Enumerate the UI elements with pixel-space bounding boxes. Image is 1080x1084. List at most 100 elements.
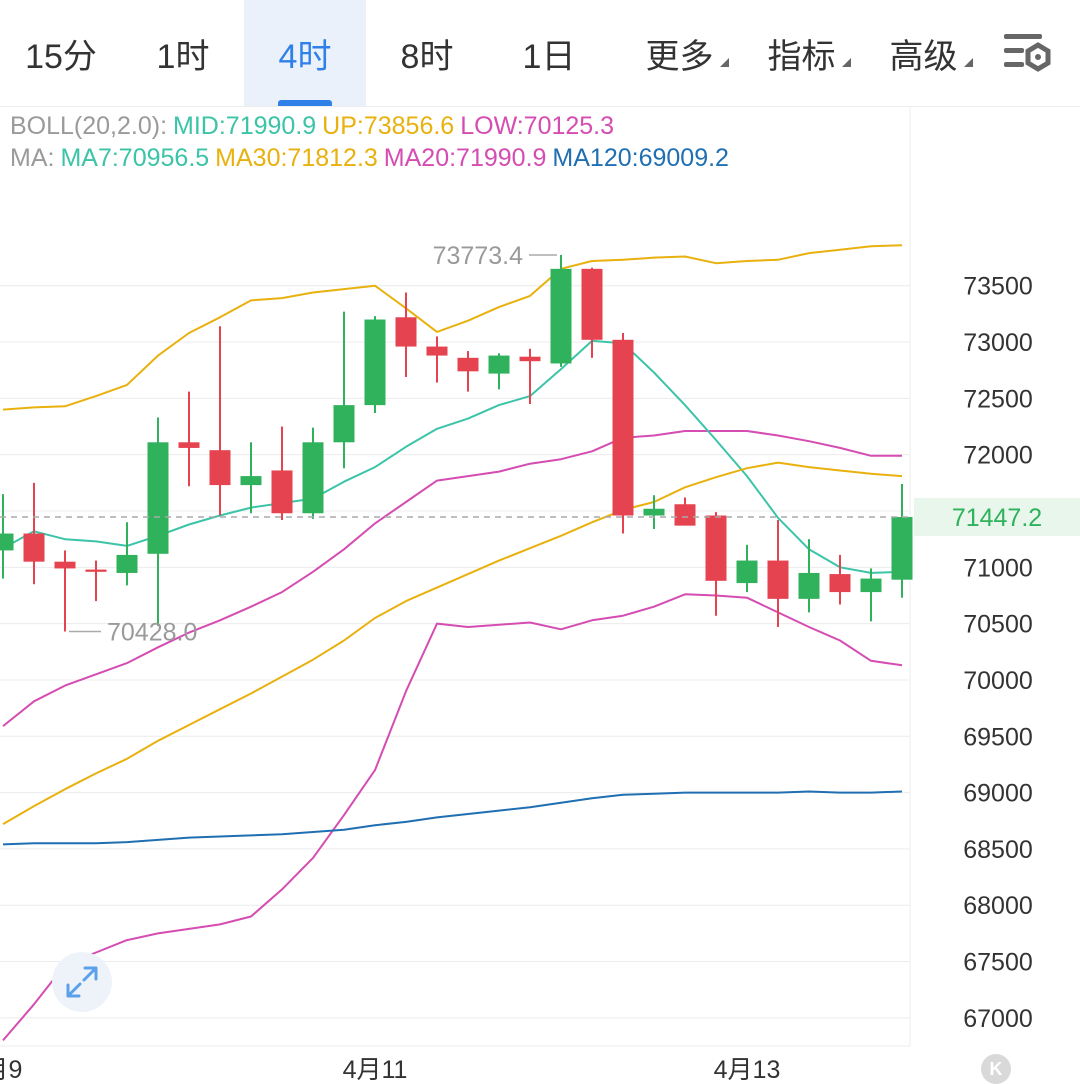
candle-up xyxy=(240,442,262,514)
x-tick-label: 月9 xyxy=(0,1056,22,1084)
candle-up xyxy=(798,539,820,613)
candle-body xyxy=(271,470,293,514)
candle-down xyxy=(85,560,107,602)
boll-low-value: LOW:70125.3 xyxy=(460,112,615,140)
candle-down xyxy=(23,482,45,585)
x-tick-label: 4月13 xyxy=(714,1056,781,1084)
y-tick-label: 68500 xyxy=(963,836,1033,864)
interval-tab-bar: 15分 1时 4时 8时 1日 更多 指标 高级 xyxy=(0,0,1080,107)
candle-body xyxy=(426,346,448,356)
candle-up xyxy=(333,311,355,469)
tab-advanced-dropdown[interactable]: 高级 xyxy=(870,0,992,106)
candle-body xyxy=(519,356,541,362)
candle-body xyxy=(612,339,634,516)
candle-body xyxy=(767,560,789,599)
candle-body xyxy=(488,355,510,374)
min-price-label: 70428.0 xyxy=(107,619,197,647)
boll-prefix: BOLL(20,2.0): xyxy=(10,112,168,140)
current-price-tag xyxy=(914,497,1080,536)
tab-label: 15分 xyxy=(25,37,97,76)
candle-down xyxy=(612,333,634,534)
boll-mid-value: MID:71990.9 xyxy=(173,112,317,140)
candle-down xyxy=(581,267,603,358)
tab-8h[interactable]: 8时 xyxy=(366,0,488,106)
candle-body xyxy=(643,508,665,516)
candle-down xyxy=(426,336,448,383)
candle-body xyxy=(550,268,572,364)
y-tick-label: 72000 xyxy=(963,442,1033,470)
candle-body xyxy=(302,442,324,514)
candle-body xyxy=(0,533,14,551)
tab-more-dropdown[interactable]: 更多 xyxy=(626,0,748,106)
tab-label: 4时 xyxy=(278,37,332,76)
candle-body xyxy=(674,504,696,526)
k-logo-button[interactable]: K xyxy=(981,1054,1011,1084)
candle-body xyxy=(147,442,169,554)
candle-body xyxy=(457,357,479,372)
candle-up xyxy=(302,427,324,519)
tab-label: 指标 xyxy=(767,37,836,76)
y-tick-label: 70500 xyxy=(963,611,1033,639)
tab-label: 1日 xyxy=(522,37,576,76)
tab-label: 8时 xyxy=(400,37,454,76)
candle-body xyxy=(581,268,603,340)
tab-label: 高级 xyxy=(889,37,958,76)
y-tick-label: 70000 xyxy=(963,667,1033,695)
y-tick-label: 73000 xyxy=(963,329,1033,357)
tab-1h[interactable]: 1时 xyxy=(122,0,244,106)
candle-body xyxy=(54,561,76,569)
candle-body xyxy=(736,560,758,584)
candle-body xyxy=(240,476,262,486)
series-line-up xyxy=(2,244,903,411)
candle-up xyxy=(736,544,758,593)
tab-4h[interactable]: 4时 xyxy=(244,0,366,106)
candle-body xyxy=(178,442,200,448)
current-price-label: 71447.2 xyxy=(952,504,1042,532)
x-tick-label: 4月11 xyxy=(343,1056,408,1084)
candle-up xyxy=(488,353,510,390)
candle-up xyxy=(364,316,386,414)
candle-body xyxy=(705,515,727,581)
ma30-value: MA30:71812.3 xyxy=(215,144,378,172)
candle-down xyxy=(705,512,727,616)
candle-down xyxy=(178,391,200,487)
series-line-ma120 xyxy=(2,790,903,846)
tab-indicators-dropdown[interactable]: 指标 xyxy=(748,0,870,106)
candle-body xyxy=(798,572,820,599)
active-tab-indicator xyxy=(278,100,332,106)
candle-down xyxy=(519,348,541,404)
ma20-value: MA20:71990.9 xyxy=(383,144,547,172)
candle-down xyxy=(767,520,789,628)
boll-legend: BOLL(20,2.0): MID:71990.9 UP:73856.6 LOW:70… xyxy=(10,112,620,141)
y-tick-label: 72500 xyxy=(963,385,1033,413)
candle-down xyxy=(674,497,696,526)
candle-down xyxy=(209,326,231,516)
candle-body xyxy=(364,319,386,406)
expand-icon[interactable] xyxy=(52,952,112,1012)
y-tick-label: 69500 xyxy=(963,723,1033,751)
ma-legend: MA: MA7:70956.5 MA30:71812.3 MA20:71990.9 MA… xyxy=(10,144,735,173)
candle-up xyxy=(116,522,138,586)
ma7-value: MA7:70956.5 xyxy=(60,144,210,172)
tab-label: 更多 xyxy=(645,37,714,76)
series-line-mid xyxy=(2,430,902,727)
tab-1d[interactable]: 1日 xyxy=(488,0,610,106)
ma-prefix: MA: xyxy=(10,144,55,172)
candle-down xyxy=(395,292,417,377)
y-tick-label: 67000 xyxy=(963,1005,1033,1033)
boll-up-value: UP:73856.6 xyxy=(322,112,455,140)
dropdown-caret-icon xyxy=(719,57,729,67)
chart-settings-icon[interactable] xyxy=(1000,28,1056,78)
candle-body xyxy=(829,574,851,593)
candle-down xyxy=(457,351,479,392)
candle-down xyxy=(271,426,293,521)
y-tick-label: 69000 xyxy=(963,780,1033,808)
candlestick-chart[interactable]: 7350073000725007200071500710007050070000… xyxy=(0,106,1080,1084)
tab-15m[interactable]: 15分 xyxy=(0,0,122,106)
candle-down xyxy=(54,550,76,632)
dropdown-caret-icon xyxy=(963,57,973,67)
y-tick-label: 68000 xyxy=(963,892,1033,920)
candle-up xyxy=(860,568,882,622)
candle-body xyxy=(209,450,231,486)
series-line-low xyxy=(2,593,903,1042)
